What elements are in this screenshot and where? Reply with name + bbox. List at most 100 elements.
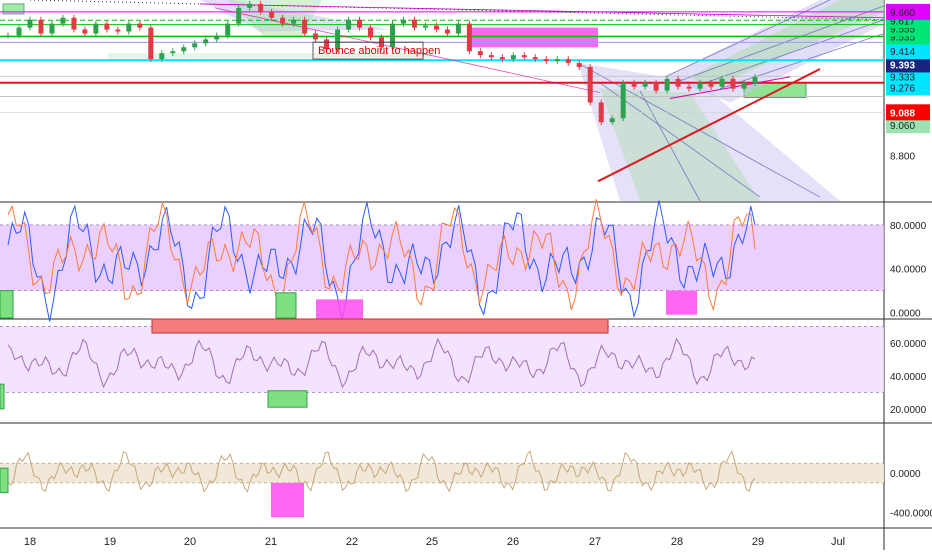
candle-body (411, 19, 417, 28)
osc2-tick-label: 60.0000 (890, 339, 927, 350)
price-label-bg (886, 117, 930, 134)
candle-body (653, 82, 659, 91)
x-tick-label: 25 (426, 536, 438, 548)
zone-rect (275, 292, 297, 319)
annotation-box (312, 41, 424, 60)
x-tick-label: 19 (104, 536, 116, 548)
zone-rect (2, 3, 25, 15)
candle-body (137, 23, 143, 28)
x-tick-label: 28 (671, 536, 683, 548)
price-label-bg (886, 3, 930, 20)
candle-body (466, 23, 472, 52)
candle-body (302, 19, 308, 34)
price-tick-label: 9.555 (890, 25, 915, 36)
candle-body (741, 82, 747, 89)
price-tick-label: 9.060 (890, 121, 915, 132)
x-tick-label: 18 (24, 536, 36, 548)
candle-body (192, 43, 198, 48)
candle-body (730, 78, 736, 89)
zone-rect (0, 383, 5, 410)
price-label-bg (886, 43, 930, 60)
price-tick-label: 9.535 (890, 32, 915, 43)
price-label-bg (886, 56, 930, 73)
candle-body (631, 82, 637, 87)
price-tick-label: 9.617 (890, 16, 915, 27)
candle-body (697, 82, 703, 89)
candle-body (521, 55, 527, 58)
price-tick-label: 9.660 (890, 8, 915, 19)
pitchfork-tine (679, 5, 885, 82)
candle-body (93, 23, 99, 34)
candle-body (27, 19, 33, 28)
pitchfork-tine (699, 19, 885, 86)
x-tick-label: 22 (346, 536, 358, 548)
candle-body (269, 11, 275, 18)
candle-body (576, 63, 582, 67)
candle-body (159, 53, 165, 60)
candle-body (291, 19, 297, 24)
candle-body (324, 39, 330, 50)
x-tick-label: 20 (184, 536, 196, 548)
candle-body (16, 27, 22, 36)
price-tick-label: 9.393 (890, 60, 915, 71)
candle-body (642, 82, 648, 87)
x-tick-label: 26 (507, 536, 519, 548)
candle-body (433, 25, 439, 30)
rsi-line (7, 337, 756, 389)
zone-rect (267, 390, 308, 408)
candle-body (543, 59, 549, 62)
candle-body (598, 102, 604, 123)
candle-body (587, 67, 593, 103)
zone-rect (0, 290, 14, 319)
main-pane: Bounce aboiut to happen (0, 0, 885, 202)
zone-rect (0, 467, 9, 494)
candle-body (5, 35, 11, 37)
candle-body (357, 19, 363, 28)
osc2-tick-label: 20.0000 (890, 405, 927, 416)
osc1-tick-label: 0.0000 (890, 309, 921, 320)
zone-rect (108, 53, 432, 61)
candle-body (82, 29, 88, 34)
candle-body (488, 55, 494, 58)
candle-body (675, 78, 681, 87)
stochastic-pane (0, 199, 884, 322)
candle-body (752, 76, 758, 83)
stoch-k-line (7, 200, 756, 322)
candle-body (368, 27, 374, 38)
trendline (669, 76, 791, 100)
x-tick-label: 29 (752, 536, 764, 548)
osc1-tick-label: 80.0000 (890, 221, 927, 232)
candle-body (346, 19, 352, 30)
candle-body (455, 23, 461, 34)
rising-trendline (597, 68, 821, 183)
candle-body (60, 17, 66, 24)
osc3-tick-label: -400.0000 (890, 508, 932, 519)
candle-body (620, 82, 626, 119)
candle-body (444, 29, 450, 34)
price-tick-label: 9.276 (890, 83, 915, 94)
cci-line (7, 450, 756, 493)
trendline (199, 3, 885, 19)
candle-body (214, 35, 220, 40)
candle-body (38, 19, 44, 34)
osc-band (0, 326, 884, 393)
candle-body (510, 55, 516, 60)
zone-rect (316, 299, 363, 321)
zone-rect (151, 318, 609, 334)
cci-pane (0, 450, 884, 518)
x-tick-label: Jul (831, 536, 845, 548)
candle-body (532, 57, 538, 60)
pitchfork-band (690, 0, 884, 89)
candle-body (499, 57, 505, 60)
candle-body (148, 27, 154, 60)
price-tick-label: 9.414 (890, 47, 915, 58)
candle-body (258, 3, 264, 12)
candle-body (664, 78, 670, 91)
pitchfork-tine (664, 0, 831, 78)
candle-body (719, 78, 725, 87)
candle-body (236, 7, 242, 24)
candle-body (313, 33, 319, 40)
price-tick-label: 9.333 (890, 72, 915, 83)
